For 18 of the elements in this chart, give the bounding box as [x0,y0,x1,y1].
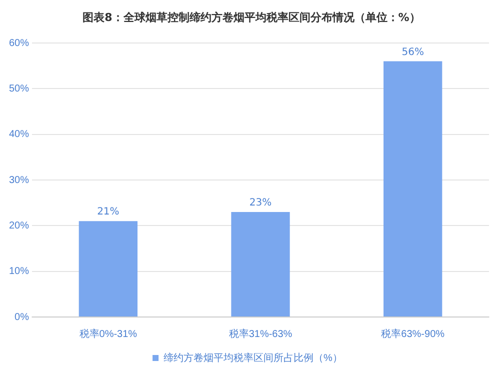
x-tick-label: 税率31%-63% [228,328,292,340]
bar [231,212,290,316]
y-tick-label: 10% [9,266,30,278]
bar [384,61,442,316]
y-tick-label: 40% [9,129,30,140]
y-tick-label: 20% [9,220,30,232]
y-tick-label: 60% [9,38,30,49]
data-label: 23% [249,198,272,209]
data-label: 21% [97,206,120,218]
data-label: 56% [402,46,424,58]
bar [78,221,138,316]
chart-title: 图表8：全球烟草控制缔约方卷烟平均税率区间分布情况（单位：%） [82,10,422,26]
y-tick-label: 30% [9,174,30,186]
legend-label: 缔约方卷烟平均税率区间所占比例（%） [164,352,342,364]
x-tick-label: 税率0%-31% [79,328,138,340]
x-tick-label: 税率63%-90% [381,328,445,340]
y-tick-label: 50% [9,83,30,94]
y-tick-label: 0% [14,312,30,323]
